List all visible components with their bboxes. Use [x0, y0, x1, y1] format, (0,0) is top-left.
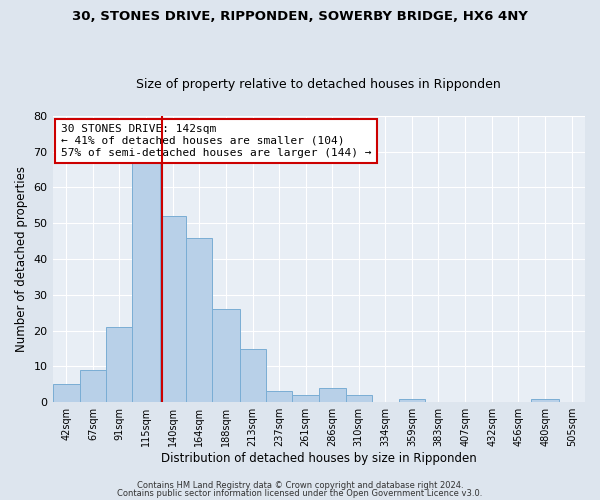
Bar: [319, 388, 346, 402]
Bar: [346, 395, 372, 402]
Bar: [160, 216, 186, 402]
Bar: [532, 398, 559, 402]
Title: Size of property relative to detached houses in Ripponden: Size of property relative to detached ho…: [136, 78, 501, 91]
Text: 30, STONES DRIVE, RIPPONDEN, SOWERBY BRIDGE, HX6 4NY: 30, STONES DRIVE, RIPPONDEN, SOWERBY BRI…: [72, 10, 528, 23]
Text: 30 STONES DRIVE: 142sqm
← 41% of detached houses are smaller (104)
57% of semi-d: 30 STONES DRIVE: 142sqm ← 41% of detache…: [61, 124, 371, 158]
Bar: [106, 327, 133, 402]
Bar: [292, 395, 319, 402]
Bar: [266, 392, 292, 402]
Text: Contains public sector information licensed under the Open Government Licence v3: Contains public sector information licen…: [118, 488, 482, 498]
Bar: [399, 398, 425, 402]
Text: Contains HM Land Registry data © Crown copyright and database right 2024.: Contains HM Land Registry data © Crown c…: [137, 481, 463, 490]
X-axis label: Distribution of detached houses by size in Ripponden: Distribution of detached houses by size …: [161, 452, 476, 465]
Bar: [212, 309, 239, 402]
Y-axis label: Number of detached properties: Number of detached properties: [15, 166, 28, 352]
Bar: [53, 384, 80, 402]
Bar: [186, 238, 212, 402]
Bar: [133, 162, 160, 402]
Bar: [239, 348, 266, 402]
Bar: [80, 370, 106, 402]
